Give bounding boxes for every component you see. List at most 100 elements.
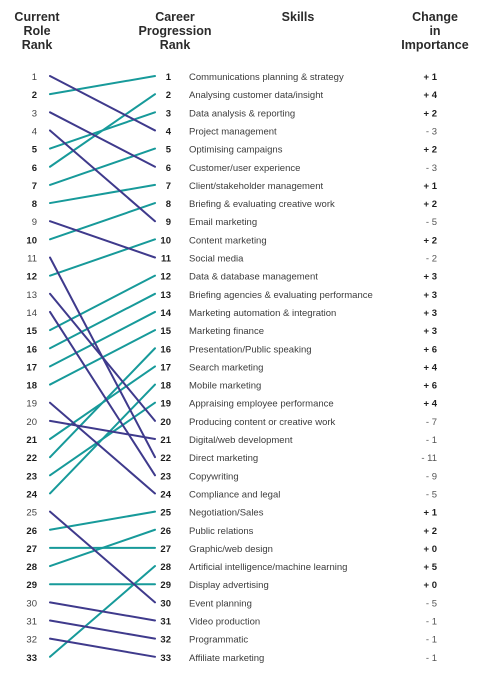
- change-value: + 4: [424, 362, 438, 373]
- change-value: + 0: [424, 580, 437, 591]
- skill-label: Customer/user experience: [189, 163, 300, 174]
- career-rank-label: 17: [160, 362, 171, 373]
- skill-label: Data & database management: [189, 272, 318, 283]
- career-rank-label: 13: [160, 290, 171, 301]
- connector-line: [49, 601, 156, 622]
- change-value: - 7: [426, 417, 437, 428]
- change-value: + 3: [424, 272, 437, 283]
- career-rank-label: 32: [160, 635, 171, 646]
- current-rank-label: 15: [26, 326, 37, 337]
- career-rank-label: 31: [160, 617, 171, 628]
- current-rank-label: 21: [26, 435, 37, 446]
- skill-label: Appraising employee performance: [189, 399, 334, 410]
- skill-label: Mobile marketing: [189, 381, 261, 392]
- career-rank-label: 19: [160, 399, 171, 410]
- career-rank-label: 12: [160, 272, 171, 283]
- current-rank-label: 7: [32, 181, 37, 192]
- skill-label: Public relations: [189, 526, 254, 537]
- career-rank-label: 15: [160, 326, 171, 337]
- skill-label: Producing content or creative work: [189, 417, 336, 428]
- career-rank-label: 3: [166, 108, 171, 119]
- current-rank-label: 22: [26, 453, 37, 464]
- change-value: + 6: [424, 381, 437, 392]
- current-rank-label: 23: [26, 471, 37, 482]
- connector-line: [49, 202, 156, 241]
- skill-label: Artificial intelligence/machine learning: [189, 562, 347, 573]
- change-value: - 3: [426, 126, 437, 137]
- change-value: + 2: [424, 108, 437, 119]
- current-rank-label: 25: [26, 508, 37, 519]
- connector-line: [49, 75, 156, 132]
- career-rank-label: 22: [160, 453, 171, 464]
- skills-header: Skills: [281, 10, 315, 24]
- current-rank-label: 6: [32, 163, 37, 174]
- skill-label: Negotiation/Sales: [189, 508, 264, 519]
- skill-label: Digital/web development: [189, 435, 293, 446]
- career-rank-label: 7: [166, 181, 171, 192]
- career-rank-label: 33: [160, 653, 171, 664]
- change-value: + 2: [424, 235, 437, 246]
- current-rank-label: 3: [32, 108, 37, 119]
- career-rank-label: 5: [166, 145, 172, 156]
- change-value: - 9: [426, 471, 437, 482]
- skill-label: Social media: [189, 254, 244, 265]
- change-value: - 2: [426, 254, 437, 265]
- current-rank-label: 17: [26, 362, 37, 373]
- career-rank-label: 8: [166, 199, 171, 210]
- career-rank-label: 23: [160, 471, 171, 482]
- career-rank-label: 25: [160, 508, 171, 519]
- career-rank-label: 1: [166, 72, 172, 83]
- change-value: - 3: [426, 163, 437, 174]
- current-rank-label: 12: [26, 272, 37, 283]
- change-value: - 1: [426, 635, 437, 646]
- change-value: + 3: [424, 326, 437, 337]
- career-rank-label: 21: [160, 435, 171, 446]
- change-value: + 1: [424, 508, 438, 519]
- change-value: + 2: [424, 199, 437, 210]
- skill-label: Event planning: [189, 598, 252, 609]
- connector-line: [49, 220, 156, 259]
- skill-label: Analysing customer data/insight: [189, 90, 323, 101]
- current-rank-label: 11: [27, 254, 37, 265]
- skill-label: Optimising campaigns: [189, 145, 283, 156]
- skill-label: Communications planning & strategy: [189, 72, 344, 83]
- current-rank-label: 30: [26, 598, 37, 609]
- current-rank-label: 1: [32, 72, 37, 83]
- career-rank-label: 18: [160, 381, 171, 392]
- current-rank-label: 33: [26, 653, 37, 664]
- career-rank-label: 20: [160, 417, 171, 428]
- change-value: + 1: [424, 72, 438, 83]
- current-rank-label: 13: [26, 290, 37, 301]
- career-rank-label: 24: [160, 489, 171, 500]
- connector-line: [49, 129, 156, 223]
- connector-line: [49, 365, 156, 440]
- career-rank-label: 9: [166, 217, 171, 228]
- current-rank-label: 28: [26, 562, 37, 573]
- career-rank-label: 4: [166, 126, 172, 137]
- connector-line: [49, 111, 156, 168]
- connector-line: [49, 147, 156, 186]
- change-value: - 5: [426, 598, 437, 609]
- skill-label: Marketing automation & integration: [189, 308, 336, 319]
- current-rank-label: 29: [26, 580, 37, 591]
- connector-line: [49, 510, 156, 604]
- skill-label: Presentation/Public speaking: [189, 344, 312, 355]
- current-rank-label: 19: [26, 399, 37, 410]
- change-value: + 5: [424, 562, 438, 573]
- career-rank-label: 14: [160, 308, 171, 319]
- current-rank-label: 16: [26, 344, 37, 355]
- skill-label: Programmatic: [189, 635, 248, 646]
- career-rank-header: Career Progression Rank: [138, 10, 212, 52]
- connector-line: [49, 419, 156, 440]
- change-value: + 1: [424, 181, 438, 192]
- current-rank-label: 20: [26, 417, 37, 428]
- current-rank-header: Current Role Rank: [14, 10, 60, 52]
- connector-line: [49, 274, 156, 332]
- skill-label: Compliance and legal: [189, 489, 280, 500]
- current-rank-label: 10: [26, 235, 37, 246]
- current-rank-label: 4: [32, 126, 37, 137]
- career-rank-label: 28: [160, 562, 171, 573]
- skill-label: Marketing finance: [189, 326, 264, 337]
- skill-label: Copywriting: [189, 471, 239, 482]
